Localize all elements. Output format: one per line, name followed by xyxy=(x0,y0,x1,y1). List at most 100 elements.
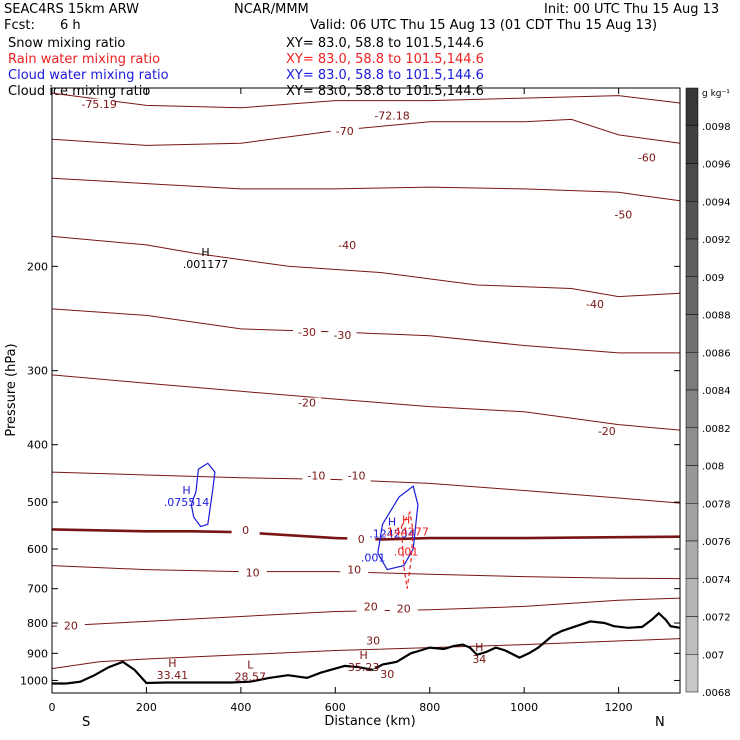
extremum-value: .075514 xyxy=(164,496,210,509)
label-backdrop xyxy=(609,209,638,222)
colorbar-swatch xyxy=(685,163,699,202)
extremum-marker: H xyxy=(201,246,209,259)
temperature-label: 0 xyxy=(242,524,249,537)
fcst-value: 6 h xyxy=(60,18,81,33)
temperature-line xyxy=(51,471,681,504)
label-backdrop xyxy=(340,564,369,577)
colorbar-swatch xyxy=(685,427,699,466)
colorbar-swatch xyxy=(685,503,699,542)
init-time: Init: 00 UTC Thu 15 Aug 13 xyxy=(544,2,719,17)
source-label: NCAR/MMM xyxy=(234,2,309,17)
legend-xy: XY= 83.0, 58.8 to 101.5,144.6 xyxy=(286,84,484,99)
colorbar-label: .0096 xyxy=(702,160,731,171)
label-backdrop xyxy=(342,470,371,483)
y-tick-label: 300 xyxy=(27,365,48,378)
colorbar-swatch xyxy=(685,125,699,164)
cloud-water-contour xyxy=(377,485,419,571)
colorbar-label: .0082 xyxy=(702,424,731,435)
terrain-line xyxy=(52,611,681,685)
colorbar-label: .0086 xyxy=(702,348,731,359)
y-tick-label: 600 xyxy=(27,543,48,556)
temperature-label: -30 xyxy=(333,329,351,342)
temperature-label: -10 xyxy=(307,470,325,483)
legend-entry: Snow mixing ratio xyxy=(8,36,125,51)
x-tick-label: 0 xyxy=(49,701,56,714)
label-backdrop xyxy=(302,470,331,483)
colorbar-swatch xyxy=(685,578,699,617)
extremum-value: .144277 xyxy=(383,525,429,538)
cloud-water-contour xyxy=(190,462,216,528)
colorbar-swatch xyxy=(685,465,699,504)
label-backdrop xyxy=(56,620,85,633)
x-tick-label: 1200 xyxy=(605,701,633,714)
temperature-label: -70 xyxy=(336,125,354,138)
legend-entry: Rain water mixing ratio xyxy=(8,52,160,67)
colorbar-label: .0084 xyxy=(702,386,731,397)
label-backdrop xyxy=(231,525,260,538)
temperature-line xyxy=(51,638,681,670)
colorbar-label: .008 xyxy=(702,462,724,473)
x-tick-label: 600 xyxy=(325,701,346,714)
y-tick-label: 200 xyxy=(27,260,48,273)
temperature-line xyxy=(51,235,681,298)
y-tick-label: 900 xyxy=(27,647,48,660)
temperature-label: 20 xyxy=(364,601,378,614)
colorbar-swatch xyxy=(685,314,699,353)
extremum-value: .124234 xyxy=(369,528,415,541)
extremum-marker: H xyxy=(359,649,367,662)
colorbar-label: .0092 xyxy=(702,235,731,246)
colorbar-swatch xyxy=(685,654,699,693)
extremum-marker: H xyxy=(182,484,190,497)
y-tick-label: 700 xyxy=(27,583,48,596)
temperature-label: -72.18 xyxy=(374,109,409,122)
south-label: S xyxy=(82,715,90,730)
temperature-label: -50 xyxy=(614,208,632,221)
contour-labels: -75.19 -72.18 -70 -60 -50 -40 -40 -30 -30 -20 -20 -… xyxy=(56,98,661,684)
temperature-line xyxy=(51,374,681,431)
temperature-label: 20 xyxy=(64,619,78,632)
rain-water-contour xyxy=(400,510,414,589)
valid-time: Valid: 06 UTC Thu 15 Aug 13 (01 CDT Thu … xyxy=(310,18,657,33)
colorbar-label: .0078 xyxy=(702,499,731,510)
extremum-marker: L xyxy=(247,659,254,672)
label-backdrop xyxy=(359,635,388,648)
temperature-label: -40 xyxy=(586,298,604,311)
label-backdrop xyxy=(373,668,402,681)
extremum-marker: H xyxy=(475,641,483,654)
temperature-label: 10 xyxy=(246,567,260,580)
legend-xy: XY= 83.0, 58.8 to 101.5,144.6 xyxy=(286,36,484,51)
rain-label: .001 xyxy=(394,545,419,558)
label-backdrop xyxy=(292,397,321,410)
colorbar-swatch xyxy=(685,238,699,277)
colorbar-swatch xyxy=(685,352,699,391)
model-title: SEAC4RS 15km ARW xyxy=(4,2,139,17)
x-tick-label: 800 xyxy=(419,701,440,714)
extremum-value: 35.23 xyxy=(348,661,380,674)
label-backdrop xyxy=(85,98,114,111)
legend-xy: XY= 83.0, 58.8 to 101.5,144.6 xyxy=(286,52,484,67)
terrain xyxy=(52,611,681,685)
plot-area: -75.19 -72.18 -70 -60 -50 -40 -40 -30 -30 -20 -20 -… xyxy=(51,87,681,694)
extremum-marker: H xyxy=(388,516,396,529)
colorbar-swatch xyxy=(685,87,699,126)
label-backdrop xyxy=(356,601,385,614)
cloud-label: .001 xyxy=(361,552,386,565)
label-backdrop xyxy=(389,603,418,616)
temperature-label: -20 xyxy=(298,397,316,410)
x-tick-label: 200 xyxy=(136,701,157,714)
colorbar-label: .0074 xyxy=(702,575,731,586)
extremum-value: 34 xyxy=(472,653,486,666)
plot-frame xyxy=(51,87,681,694)
colorbar-label: .0072 xyxy=(702,613,731,624)
temperature-label: 30 xyxy=(380,668,394,681)
colorbar-swatch xyxy=(685,540,699,579)
x-axis-label: Distance (km) xyxy=(324,714,415,729)
temperature-label: 0 xyxy=(358,533,365,546)
y-tick-label: 800 xyxy=(27,617,48,630)
x-tick-label: 1000 xyxy=(510,701,538,714)
colorbar-label: .0088 xyxy=(702,311,731,322)
y-tick-label: 400 xyxy=(27,439,48,452)
label-backdrop xyxy=(333,240,362,253)
extremum-value: 28.57 xyxy=(235,671,267,684)
